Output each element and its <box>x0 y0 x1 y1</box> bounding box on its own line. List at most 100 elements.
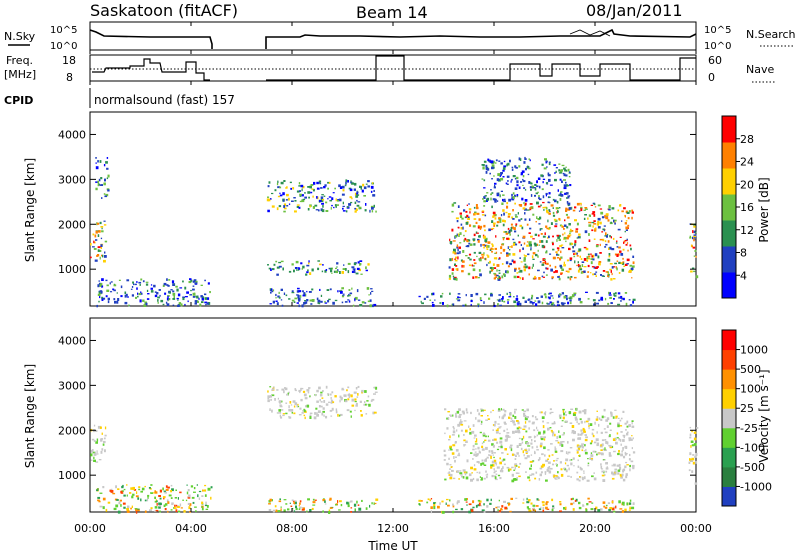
echo-cell <box>578 233 581 236</box>
echo-cell <box>625 229 628 231</box>
echo-cell <box>607 274 610 278</box>
echo-cell <box>444 432 446 435</box>
echo-cell <box>145 283 149 286</box>
echo-cell <box>518 443 522 446</box>
echo-cell <box>514 466 516 470</box>
echo-cell <box>142 280 145 283</box>
noise-left-label: N.Sky <box>4 30 36 43</box>
echo-cell <box>544 471 547 474</box>
echo-cell <box>531 297 533 300</box>
echo-cell <box>185 296 188 298</box>
echo-cell <box>630 247 632 251</box>
echo-cell <box>618 246 621 249</box>
echo-cell <box>514 463 516 466</box>
echo-cell <box>556 234 560 237</box>
echo-cell <box>359 400 362 403</box>
echo-cell <box>587 458 589 460</box>
echo-cell <box>558 194 560 197</box>
echo-cell <box>614 219 617 222</box>
echo-cell <box>118 501 121 505</box>
echo-cell <box>283 509 286 512</box>
echo-cell <box>631 506 635 510</box>
echo-cell <box>451 257 454 261</box>
echo-cell <box>174 506 176 510</box>
echo-cell <box>363 195 366 197</box>
echo-cell <box>484 439 487 442</box>
velocity-colorbar-label: Velocity [m s⁻¹] <box>757 369 771 462</box>
echo-cell <box>614 262 617 265</box>
echo-cell <box>340 504 343 507</box>
echo-cell <box>509 229 513 232</box>
echo-cell <box>526 244 529 247</box>
echo-cell <box>448 449 450 451</box>
echo-cell <box>626 242 629 244</box>
echo-cell <box>547 461 551 464</box>
echo-cell <box>629 453 631 457</box>
echo-cell <box>591 440 593 443</box>
echo-cell <box>537 255 539 258</box>
echo-cell <box>483 160 487 163</box>
echo-cell <box>311 288 314 291</box>
echo-cell <box>556 463 558 467</box>
echo-cell <box>454 252 457 255</box>
echo-cell <box>297 297 301 301</box>
echo-cell <box>105 161 108 164</box>
echo-cell <box>603 459 606 461</box>
echo-cell <box>371 398 375 401</box>
echo-cell <box>514 230 517 233</box>
echo-cell <box>170 490 172 493</box>
echo-cell <box>543 412 546 415</box>
echo-cell <box>315 209 319 211</box>
echo-cell <box>509 412 512 415</box>
echo-cell <box>609 263 613 265</box>
echo-cell <box>501 263 504 265</box>
echo-cell <box>146 498 149 502</box>
echo-cell <box>491 464 495 467</box>
echo-cell <box>567 475 570 477</box>
echo-cell <box>629 506 631 510</box>
echo-cell <box>539 261 542 263</box>
echo-cell <box>556 253 559 256</box>
echo-cell <box>309 185 312 189</box>
echo-cell <box>525 167 527 171</box>
echo-cell <box>487 262 491 264</box>
echo-cell <box>492 222 496 225</box>
echo-cell <box>564 462 567 465</box>
echo-cell <box>455 412 457 416</box>
echo-cell <box>328 196 332 198</box>
echo-cell <box>93 240 95 244</box>
echo-cell <box>621 262 625 265</box>
echo-cell <box>540 471 543 474</box>
echo-cell <box>349 188 353 192</box>
echo-cell <box>201 505 203 508</box>
echo-cell <box>455 265 458 267</box>
echo-cell <box>569 422 573 424</box>
echo-cell <box>283 207 287 210</box>
echo-cell <box>309 205 311 208</box>
echo-cell <box>97 499 100 502</box>
echo-cell <box>595 245 599 248</box>
echo-cell <box>543 436 546 439</box>
echo-cell <box>308 260 310 263</box>
echo-cell <box>92 451 96 454</box>
echo-cell <box>364 209 367 212</box>
echo-cell <box>354 401 357 403</box>
echo-cell <box>322 199 325 201</box>
echo-cell <box>195 280 198 283</box>
echo-cell <box>269 498 272 502</box>
echo-cell <box>484 239 488 243</box>
echo-cell <box>556 457 559 460</box>
echo-cell <box>204 504 208 507</box>
echo-cell <box>533 187 536 189</box>
echo-cell <box>537 269 540 272</box>
echo-cell <box>584 208 588 210</box>
echo-cell <box>559 416 562 419</box>
echo-cell <box>566 297 568 301</box>
echo-cell <box>430 498 433 500</box>
echo-cell <box>312 501 316 504</box>
echo-cell <box>629 502 632 505</box>
echo-cell <box>609 422 612 425</box>
echo-cell <box>527 173 530 176</box>
echo-cell <box>544 472 547 475</box>
